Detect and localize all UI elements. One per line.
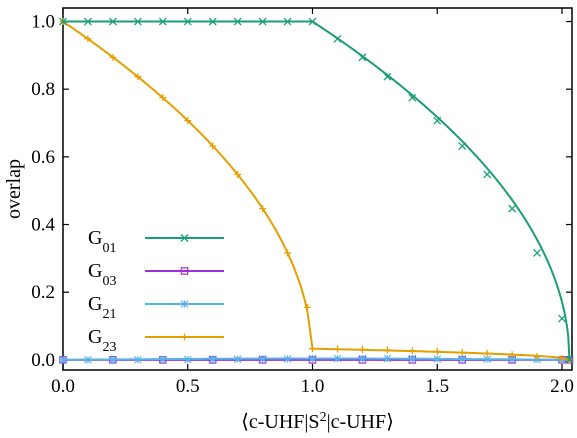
data-point-g23 xyxy=(383,346,391,354)
legend-label: G01 xyxy=(88,227,116,256)
data-point-g01 xyxy=(258,17,267,26)
data-point-g01 xyxy=(183,17,192,26)
data-point-g23 xyxy=(458,348,466,356)
x-tick-label: 2.0 xyxy=(550,376,574,397)
data-point-g23 xyxy=(533,352,541,360)
data-point-g01 xyxy=(208,17,217,26)
legend-entry-g01: G01 xyxy=(88,227,224,256)
x-tick-label: 1.0 xyxy=(301,376,325,397)
legend-swatch-marker xyxy=(180,234,189,242)
data-point-g01 xyxy=(158,17,167,26)
data-point-g23 xyxy=(433,347,441,355)
data-point-g23 xyxy=(304,303,312,311)
data-point-g21 xyxy=(358,354,367,363)
legend-label: G23 xyxy=(88,326,116,355)
series-line-g01 xyxy=(63,20,571,360)
data-point-g21 xyxy=(308,354,317,363)
legend-swatch-marker xyxy=(180,267,189,275)
data-point-g01 xyxy=(533,248,542,257)
data-point-g21 xyxy=(258,354,267,363)
data-point-g21 xyxy=(233,355,242,364)
data-point-g21 xyxy=(483,355,492,364)
data-point-g23 xyxy=(483,349,491,357)
data-point-g01 xyxy=(308,17,317,26)
data-point-g23 xyxy=(209,142,217,150)
data-point-g01 xyxy=(483,170,492,179)
legend-entry-g21: G21 xyxy=(88,293,224,322)
data-point-g23 xyxy=(284,249,292,257)
y-tick-label: 1.0 xyxy=(31,12,55,33)
series-g23 xyxy=(59,18,574,364)
data-point-g23 xyxy=(259,205,267,213)
data-point-g21 xyxy=(433,354,442,363)
data-point-g23 xyxy=(309,345,317,353)
y-tick-label: 0.0 xyxy=(31,350,55,371)
data-point-g01 xyxy=(108,17,117,26)
data-point-g21 xyxy=(183,355,192,364)
data-point-g23 xyxy=(408,347,416,355)
data-point-g01 xyxy=(383,72,392,81)
series-g01 xyxy=(59,17,574,364)
data-point-g01 xyxy=(83,17,92,26)
series-line-g23 xyxy=(62,20,570,361)
legend-entry-g23: G23 xyxy=(88,326,224,355)
y-axis-label: overlap xyxy=(3,159,25,219)
x-tick-label: 0.5 xyxy=(176,376,200,397)
y-tick-label: 0.6 xyxy=(31,147,55,168)
data-point-g01 xyxy=(283,17,292,26)
data-point-g21 xyxy=(383,354,392,363)
data-point-g21 xyxy=(59,355,67,364)
data-point-g01 xyxy=(133,17,142,26)
data-point-g23 xyxy=(558,354,566,362)
data-point-g01 xyxy=(565,355,574,364)
data-point-g23 xyxy=(84,35,92,43)
y-tick-label: 0.8 xyxy=(31,79,55,100)
plot-frame xyxy=(62,7,573,371)
data-point-g21 xyxy=(208,355,217,364)
legend-swatch-marker xyxy=(181,333,188,341)
data-point-g23 xyxy=(109,53,117,61)
series-layer xyxy=(59,17,574,364)
data-point-g21 xyxy=(283,354,292,363)
data-point-g01 xyxy=(59,17,67,26)
data-point-g23 xyxy=(508,351,516,359)
data-point-g23 xyxy=(184,117,192,125)
plot-border xyxy=(62,7,573,371)
x-axis-label: ⟨c-UHF|S2|c-UHF⟩ xyxy=(241,410,394,434)
legend: G01 G03 G21 G23 xyxy=(88,227,224,355)
data-point-g21 xyxy=(333,354,342,363)
legend-label: G03 xyxy=(88,260,116,289)
data-point-g01 xyxy=(408,93,417,102)
data-point-g21 xyxy=(508,355,517,364)
data-point-g23 xyxy=(159,94,167,102)
data-point-g01 xyxy=(433,116,442,125)
data-point-g23 xyxy=(234,170,242,178)
axis-ticks: 0.0 0.5 1.0 1.5 2.0 0.0 0.2 0.4 0.6 0.8 1.0 xyxy=(31,8,574,397)
data-point-g21 xyxy=(408,354,417,363)
data-point-g21 xyxy=(84,355,92,364)
data-point-g01 xyxy=(508,204,517,213)
legend-label: G21 xyxy=(88,293,116,322)
legend-swatch-marker xyxy=(180,300,189,308)
data-point-g01 xyxy=(458,142,467,150)
data-point-g01 xyxy=(333,34,342,43)
data-point-g21 xyxy=(458,354,467,363)
y-tick-label: 0.2 xyxy=(31,282,55,303)
data-point-g23 xyxy=(134,73,142,81)
data-point-g23 xyxy=(333,345,341,353)
data-point-g23 xyxy=(358,345,366,353)
data-point-g21 xyxy=(133,355,142,364)
y-tick-label: 0.4 xyxy=(31,215,55,236)
data-point-g01 xyxy=(558,314,566,323)
legend-entry-g03: G03 xyxy=(88,260,224,289)
data-point-g01 xyxy=(233,17,242,26)
data-point-g21 xyxy=(109,355,117,364)
data-point-g01 xyxy=(358,53,367,62)
data-point-g21 xyxy=(158,355,167,364)
x-tick-label: 1.5 xyxy=(425,376,449,397)
x-tick-label: 0.0 xyxy=(51,376,75,397)
